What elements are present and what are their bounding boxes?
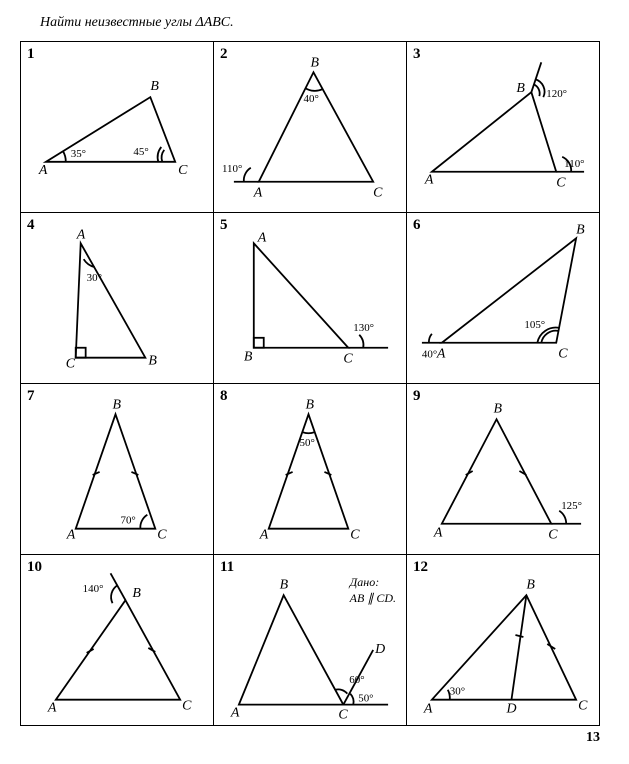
cell-10: 10 A B C 140° xyxy=(21,555,214,726)
svg-text:C: C xyxy=(350,528,360,543)
svg-text:A: A xyxy=(38,163,48,178)
svg-text:C: C xyxy=(343,352,353,367)
svg-text:B: B xyxy=(280,577,289,592)
svg-text:A: A xyxy=(424,173,434,188)
triangle-12: A B C D 30° xyxy=(407,555,599,725)
svg-text:D: D xyxy=(374,642,385,657)
cell-9: 9 A B C 125° xyxy=(407,384,600,555)
svg-text:C: C xyxy=(66,357,76,372)
svg-text:A: A xyxy=(47,701,57,716)
svg-text:B: B xyxy=(310,55,319,70)
cell-number: 5 xyxy=(220,217,228,234)
svg-text:C: C xyxy=(578,699,588,714)
svg-text:A: A xyxy=(230,706,240,721)
triangle-1: A B C 35° 45° xyxy=(21,42,213,212)
svg-text:B: B xyxy=(516,81,525,96)
svg-text:A: A xyxy=(436,347,446,362)
svg-text:105°: 105° xyxy=(524,319,545,331)
svg-text:C: C xyxy=(558,347,568,362)
triangle-2: A B C 40° 110° xyxy=(214,42,406,212)
svg-text:B: B xyxy=(132,586,141,601)
svg-text:A: A xyxy=(257,230,267,245)
cell-number: 8 xyxy=(220,388,228,405)
cell-3: 3 A B C 120° 110° xyxy=(407,42,600,213)
svg-text:A: A xyxy=(259,528,269,543)
page-title: Найти неизвестные углы ΔABC. xyxy=(40,15,609,31)
svg-text:A: A xyxy=(66,528,76,543)
svg-text:C: C xyxy=(338,708,348,723)
cell-number: 12 xyxy=(413,559,428,576)
svg-text:B: B xyxy=(526,577,535,592)
triangle-9: A B C 125° xyxy=(407,384,599,554)
problem-grid: 1 A B C 35° 45° 2 A B C 40° 110° 3 xyxy=(20,41,600,726)
svg-text:30°: 30° xyxy=(450,686,465,698)
svg-text:C: C xyxy=(182,699,192,714)
cell-number: 1 xyxy=(27,46,35,63)
cell-number: 2 xyxy=(220,46,228,63)
cell-6: 6 A B C 40° 105° xyxy=(407,213,600,384)
svg-text:C: C xyxy=(373,186,383,201)
cell-number: 7 xyxy=(27,388,35,405)
triangle-7: A B C 70° xyxy=(21,384,213,554)
svg-text:A: A xyxy=(253,186,263,201)
svg-text:B: B xyxy=(150,79,159,94)
cell-7: 7 A B C 70° xyxy=(21,384,214,555)
cell-number: 6 xyxy=(413,217,421,234)
cell-4: 4 A B C 30° xyxy=(21,213,214,384)
triangle-4: A B C 30° xyxy=(21,213,213,383)
svg-text:40°: 40° xyxy=(304,93,319,105)
cell-5: 5 A B C 130° xyxy=(214,213,407,384)
svg-text:B: B xyxy=(494,401,503,416)
svg-text:110°: 110° xyxy=(564,158,584,170)
page-number: 13 xyxy=(20,730,600,746)
svg-text:B: B xyxy=(576,222,585,237)
svg-text:C: C xyxy=(556,176,566,191)
given-text: Дано: AB ∥ CD. xyxy=(350,575,396,606)
triangle-8: A B C 50° xyxy=(214,384,406,554)
svg-text:D: D xyxy=(505,702,516,717)
cell-number: 10 xyxy=(27,559,42,576)
triangle-3: A B C 120° 110° xyxy=(407,42,599,212)
cell-number: 3 xyxy=(413,46,421,63)
svg-text:35°: 35° xyxy=(71,148,86,160)
triangle-10: A B C 140° xyxy=(21,555,213,725)
svg-text:140°: 140° xyxy=(83,583,104,595)
svg-text:B: B xyxy=(244,350,253,365)
svg-text:130°: 130° xyxy=(353,322,374,334)
triangle-5: A B C 130° xyxy=(214,213,406,383)
svg-text:C: C xyxy=(548,528,558,543)
svg-text:40°: 40° xyxy=(422,349,437,361)
cell-number: 9 xyxy=(413,388,421,405)
cell-number: 11 xyxy=(220,559,234,576)
svg-text:120°: 120° xyxy=(546,88,567,100)
svg-text:C: C xyxy=(178,163,188,178)
svg-text:B: B xyxy=(148,354,157,369)
svg-text:60°: 60° xyxy=(349,674,364,686)
cell-11: 11 Дано: AB ∥ CD. A B C D 60° 50° xyxy=(214,555,407,726)
svg-text:B: B xyxy=(113,397,122,412)
svg-text:45°: 45° xyxy=(133,146,148,158)
svg-text:70°: 70° xyxy=(120,515,135,527)
svg-text:50°: 50° xyxy=(358,693,373,705)
svg-text:50°: 50° xyxy=(300,437,315,449)
cell-1: 1 A B C 35° 45° xyxy=(21,42,214,213)
svg-text:A: A xyxy=(433,526,443,541)
cell-12: 12 A B C D 30° xyxy=(407,555,600,726)
cell-2: 2 A B C 40° 110° xyxy=(214,42,407,213)
svg-text:125°: 125° xyxy=(561,500,582,512)
svg-text:A: A xyxy=(76,227,86,242)
triangle-6: A B C 40° 105° xyxy=(407,213,599,383)
svg-text:C: C xyxy=(157,528,167,543)
cell-8: 8 A B C 50° xyxy=(214,384,407,555)
svg-text:B: B xyxy=(306,397,315,412)
cell-number: 4 xyxy=(27,217,35,234)
svg-text:110°: 110° xyxy=(222,163,242,175)
svg-text:30°: 30° xyxy=(87,272,102,284)
svg-text:A: A xyxy=(423,702,433,717)
